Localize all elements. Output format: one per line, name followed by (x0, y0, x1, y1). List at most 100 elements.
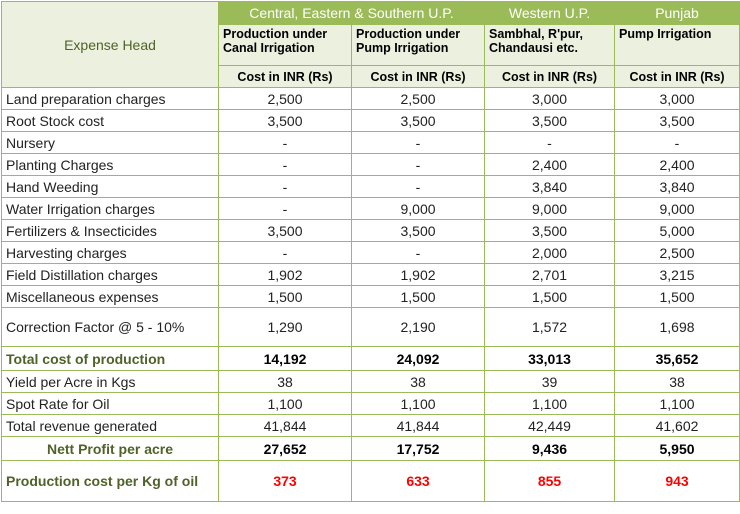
cell-value: - (218, 197, 352, 220)
cell-value: 3,500 (350, 219, 486, 242)
cell-value: 1,100 (484, 392, 616, 415)
cell-value: 5,000 (614, 219, 740, 242)
expense-head-header: Expense Head (1, 1, 219, 88)
cell-value: 3,500 (218, 219, 352, 242)
row-label: Harvesting charges (1, 241, 219, 264)
row-label: Production cost per Kg of oil (1, 460, 219, 502)
row-label: Total cost of production (1, 346, 219, 371)
total-row: Total cost of production 14,192 24,092 3… (1, 346, 740, 371)
cell-value: 3,215 (614, 263, 740, 286)
cell-value: 3,500 (614, 109, 740, 132)
cell-value: - (614, 131, 740, 154)
cell-value: 1,500 (614, 285, 740, 308)
cell-value: 41,844 (218, 414, 352, 437)
cell-value: 5,950 (614, 436, 740, 461)
cell-value: 2,500 (614, 241, 740, 264)
cost-label-row: Cost in INR (Rs) Cost in INR (Rs) Cost i… (2, 65, 740, 88)
row-label: Correction Factor @ 5 - 10% (1, 307, 219, 347)
cell-value: 1,500 (218, 285, 352, 308)
cell-value: 1,290 (218, 307, 352, 347)
cell-value: 1,500 (484, 285, 616, 308)
row-label: Spot Rate for Oil (1, 392, 219, 415)
cell-value: 35,652 (614, 346, 740, 371)
cell-value: 38 (614, 370, 740, 393)
cell-value: - (218, 153, 352, 176)
cell-value: 3,500 (218, 109, 352, 132)
cell-value: - (350, 175, 486, 198)
cell-value: 1,572 (484, 307, 616, 347)
cell-value: 3,500 (484, 109, 616, 132)
cell-value: 38 (218, 370, 352, 393)
cell-value: 3,500 (484, 219, 616, 242)
cell-value: 27,652 (218, 436, 352, 461)
cell-value: 1,698 (614, 307, 740, 347)
cell-value: 1,902 (218, 263, 352, 286)
cell-value: 17,752 (350, 436, 486, 461)
cell-value: 1,100 (350, 392, 486, 415)
table-row: Total revenue generated 41,844 41,844 42… (1, 414, 740, 437)
row-label: Yield per Acre in Kgs (1, 370, 219, 393)
cell-value: 2,400 (614, 153, 740, 176)
row-label: Miscellaneous expenses (1, 285, 219, 308)
table-row: Yield per Acre in Kgs 38 38 39 38 (1, 370, 740, 393)
table-row: Planting Charges - - 2,400 2,400 (1, 153, 740, 176)
cell-value: 2,500 (218, 87, 352, 110)
cell-value: 2,400 (484, 153, 616, 176)
cell-value: 39 (484, 370, 616, 393)
cell-value: 42,449 (484, 414, 616, 437)
table-row: Miscellaneous expenses 1,500 1,500 1,500… (1, 285, 740, 308)
cell-value: 33,013 (484, 346, 616, 371)
subhead-sambhal: Sambhal, R'pur, Chandausi etc. (484, 24, 616, 66)
region-header-punjab: Punjab (614, 1, 740, 25)
cell-value: 3,000 (484, 87, 616, 110)
cell-value: 1,100 (614, 392, 740, 415)
cell-value: 1,100 (218, 392, 352, 415)
region-header-central: Central, Eastern & Southern U.P. (217, 1, 486, 25)
table-row: Fertilizers & Insecticides 3,500 3,500 3… (1, 219, 740, 242)
cell-value: 41,602 (614, 414, 740, 437)
row-label: Land preparation charges (1, 87, 219, 110)
row-label: Planting Charges (1, 153, 219, 176)
cell-value: - (350, 131, 486, 154)
cell-value: 9,436 (484, 436, 616, 461)
cell-value: 3,000 (614, 87, 740, 110)
subhead-canal: Production under Canal Irrigation (218, 24, 352, 66)
table-row: Nursery - - - - (1, 131, 740, 154)
cell-value: 1,902 (350, 263, 486, 286)
row-label: Nett Profit per acre (1, 436, 219, 461)
cell-value: - (218, 131, 352, 154)
cell-value: 373 (218, 460, 352, 502)
net-profit-row: Nett Profit per acre 27,652 17,752 9,436… (1, 436, 740, 461)
table-row: Root Stock cost 3,500 3,500 3,500 3,500 (1, 109, 740, 132)
cell-value: 943 (614, 460, 740, 502)
row-label: Hand Weeding (1, 175, 219, 198)
cell-value: 3,840 (614, 175, 740, 198)
cell-value: 2,701 (484, 263, 616, 286)
cell-value: 1,500 (350, 285, 486, 308)
cost-table: Expense Head Central, Eastern & Southern… (1, 1, 740, 502)
cost-label: Cost in INR (Rs) (614, 65, 740, 88)
table-row: Field Distillation charges 1,902 1,902 2… (1, 263, 740, 286)
cell-value: - (350, 241, 486, 264)
cell-value: 3,500 (350, 109, 486, 132)
row-label: Root Stock cost (1, 109, 219, 132)
cell-value: 2,000 (484, 241, 616, 264)
cell-value: 38 (350, 370, 486, 393)
cell-value: 2,190 (350, 307, 486, 347)
cost-label: Cost in INR (Rs) (350, 65, 486, 88)
cost-label: Cost in INR (Rs) (484, 65, 616, 88)
cell-value: - (218, 241, 352, 264)
region-header-western: Western U.P. (484, 1, 616, 25)
row-label: Fertilizers & Insecticides (1, 219, 219, 242)
table-row: Spot Rate for Oil 1,100 1,100 1,100 1,10… (1, 392, 740, 415)
cell-value: 14,192 (218, 346, 352, 371)
cell-value: 3,840 (484, 175, 616, 198)
cell-value: - (350, 153, 486, 176)
table-row: Correction Factor @ 5 - 10% 1,290 2,190 … (1, 307, 740, 347)
table-row: Harvesting charges - - 2,000 2,500 (1, 241, 740, 264)
cell-value: 633 (350, 460, 486, 502)
cell-value: 9,000 (614, 197, 740, 220)
cell-value: 855 (484, 460, 616, 502)
row-label: Total revenue generated (1, 414, 219, 437)
row-label: Field Distillation charges (1, 263, 219, 286)
